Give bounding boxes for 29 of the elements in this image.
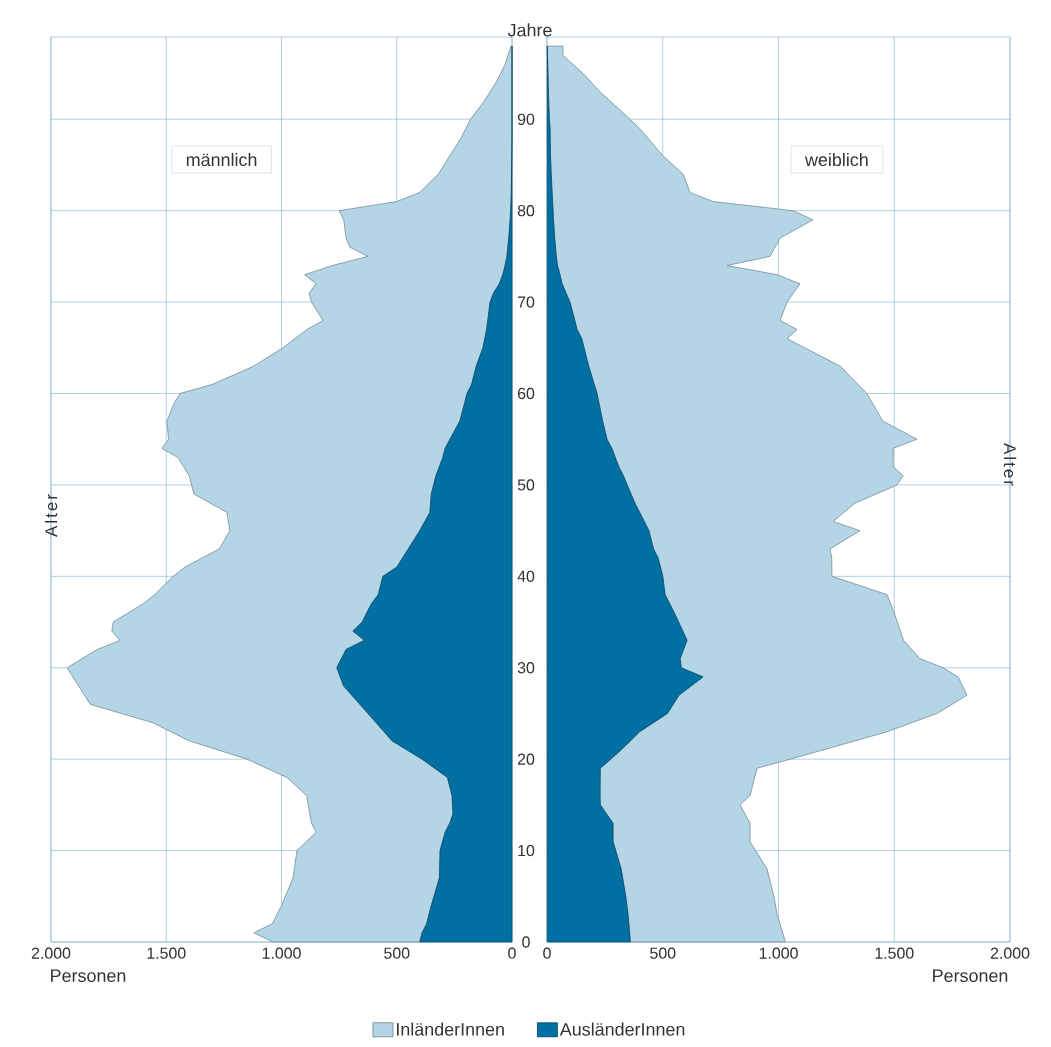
- x-tick-label: 500: [384, 947, 410, 959]
- y-tick-label: 50: [517, 479, 535, 491]
- y-axis-title: Alter: [1003, 443, 1017, 486]
- x-tick-label: 1.500: [147, 947, 186, 959]
- x-axis-title: Personen: [51, 969, 126, 983]
- y-tick-label: 40: [517, 570, 535, 582]
- x-tick-label: 1.500: [875, 947, 914, 959]
- x-tick-label: 500: [650, 947, 676, 959]
- y-tick-label: 70: [517, 296, 535, 308]
- y-tick-label: 0: [522, 936, 530, 948]
- text: weiblich: [804, 152, 868, 167]
- y-axis-title: Alter: [44, 494, 58, 537]
- legend-label: InländerInnen: [396, 1022, 504, 1036]
- x-tick-label: 0: [543, 947, 551, 959]
- y-tick-label: 90: [517, 113, 535, 125]
- legend-label: AusländerInnen: [559, 1022, 685, 1036]
- x-tick-label: 0: [508, 947, 516, 959]
- y-tick-label: 80: [517, 205, 535, 217]
- x-tick-label: 1.000: [759, 947, 798, 959]
- x-tick-label: 2.000: [31, 947, 71, 959]
- text: männlich: [186, 152, 257, 167]
- y-tick-label: 60: [517, 387, 535, 400]
- y-tick-label: 20: [517, 753, 535, 765]
- y-tick-label: 30: [517, 662, 535, 674]
- x-tick-label: 2.000: [990, 947, 1030, 959]
- x-axis-title: Personen: [933, 969, 1008, 983]
- x-tick-label: 1.000: [262, 947, 301, 959]
- text: Jahre: [507, 23, 552, 37]
- y-tick-label: 10: [518, 844, 535, 857]
